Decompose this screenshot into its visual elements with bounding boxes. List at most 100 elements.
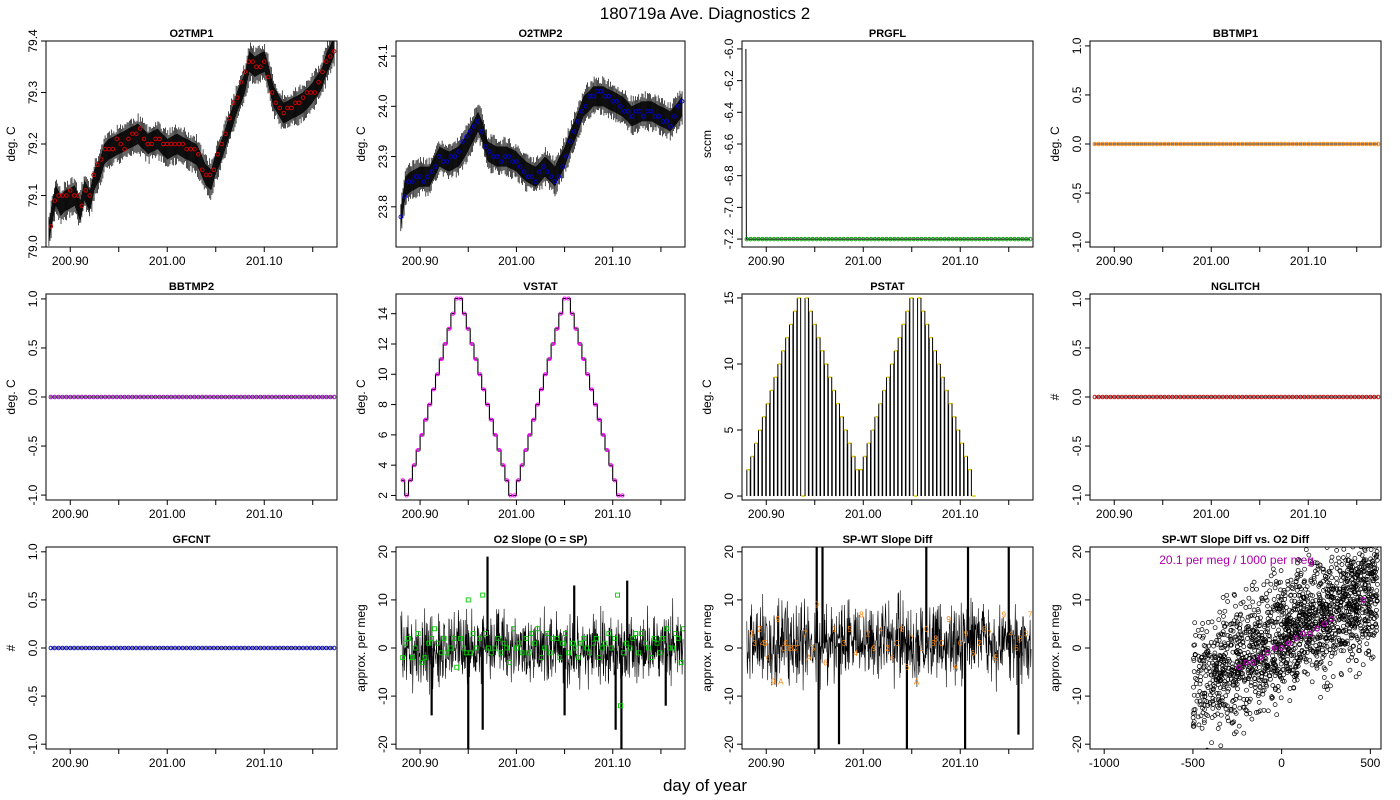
scatter-point xyxy=(1193,633,1198,638)
scatter-point xyxy=(1234,612,1240,618)
scatter-point xyxy=(1349,623,1355,629)
scatter-point xyxy=(1261,707,1267,713)
average-point xyxy=(300,95,306,100)
scatter-point xyxy=(1329,575,1335,581)
scatter-point xyxy=(1316,591,1322,597)
average-point xyxy=(448,645,454,651)
scatter-point xyxy=(1347,667,1353,673)
average-point xyxy=(606,94,612,99)
scatter-point xyxy=(1319,647,1325,653)
plot-frame xyxy=(395,40,686,248)
average-point xyxy=(587,650,593,656)
average-point xyxy=(477,372,482,377)
average-point xyxy=(52,198,57,203)
scatter-point xyxy=(1294,655,1300,661)
scatter-point xyxy=(1344,591,1350,597)
average-point xyxy=(645,645,651,651)
scatter-point xyxy=(1353,658,1359,664)
scatter-point xyxy=(1221,686,1226,692)
scatter-point xyxy=(1190,715,1196,721)
scatter-point xyxy=(1338,599,1344,604)
y-tick-label: -1.0 xyxy=(1070,484,1084,505)
scatter-point xyxy=(1221,660,1227,666)
scatter-point xyxy=(1366,632,1372,637)
scatter-point xyxy=(1222,623,1227,629)
scatter-point xyxy=(1314,663,1319,669)
scatter-point xyxy=(1205,620,1211,625)
scatter-point xyxy=(1341,531,1345,535)
scatter-point xyxy=(1222,702,1228,707)
scatter-point xyxy=(1351,643,1356,649)
scatter-point xyxy=(1216,617,1222,623)
y-axis: -1.0 -0.5 0.0 0.5 1.0 xyxy=(1070,37,1090,252)
y-tick-label: 20 xyxy=(376,545,390,559)
scatter-point xyxy=(1315,563,1321,569)
raw-data-line xyxy=(745,48,1031,240)
scatter-point xyxy=(1243,605,1249,610)
scatter-point xyxy=(1318,695,1323,700)
scatter-point xyxy=(1233,649,1239,654)
scatter-point xyxy=(1292,598,1297,604)
x-axis: -1000 -500 0 500 xyxy=(1089,749,1381,770)
average-point xyxy=(485,402,490,407)
scatter-point xyxy=(1311,575,1317,581)
scatter-point xyxy=(1272,619,1277,625)
y-tick-label: 79.3 xyxy=(26,80,40,104)
scatter-point xyxy=(1360,662,1366,668)
average-point xyxy=(439,357,444,362)
average-point xyxy=(458,296,463,301)
average-point xyxy=(262,59,267,64)
average-point xyxy=(637,109,642,114)
average-point xyxy=(585,372,590,377)
average-point xyxy=(577,341,583,347)
x-axis: 200.90 201.00 201.10 xyxy=(1096,500,1358,521)
y-tick-label: -20 xyxy=(376,735,390,753)
average-point xyxy=(612,478,617,483)
average-point xyxy=(234,95,240,100)
scatter-point xyxy=(1338,531,1342,535)
scatter-point xyxy=(1321,675,1327,680)
scatter-point xyxy=(1218,678,1224,684)
scatter-point xyxy=(1324,593,1330,599)
scatter-point xyxy=(1373,621,1379,627)
average-point xyxy=(513,645,519,651)
scatter-point xyxy=(1261,687,1267,693)
scatter-point xyxy=(1295,603,1301,609)
average-point xyxy=(227,115,232,121)
scatter-point xyxy=(1359,586,1364,591)
scatter-point xyxy=(1299,648,1305,654)
scatter-point xyxy=(1200,710,1206,716)
scatter-point xyxy=(1360,569,1366,575)
scatter-point xyxy=(1304,639,1310,645)
average-point-label: C xyxy=(791,644,797,653)
scatter-point xyxy=(1255,693,1261,699)
scatter-point xyxy=(1278,594,1284,600)
average-point xyxy=(466,326,471,331)
scatter-point xyxy=(1229,667,1235,673)
average-point xyxy=(554,635,560,641)
scatter-point xyxy=(1365,563,1371,568)
y-tick-label: 0.5 xyxy=(26,339,40,356)
average-point-label: A xyxy=(914,678,920,687)
scatter-point xyxy=(1260,681,1266,687)
scatter-point xyxy=(1304,594,1309,600)
scatter-point xyxy=(1201,661,1207,667)
average-point-label: 9 xyxy=(872,644,877,653)
average-point xyxy=(548,174,554,179)
x-tick-label: 201.00 xyxy=(149,507,186,521)
scatter-point xyxy=(1334,608,1339,614)
scatter-point xyxy=(1343,572,1348,577)
average-point xyxy=(412,645,418,651)
scatter-point xyxy=(1272,657,1278,663)
average-point xyxy=(657,650,663,656)
x-axis: 200.90 201.00 201.10 xyxy=(52,749,314,770)
scatter-point xyxy=(1356,644,1362,650)
scatter-point xyxy=(1331,636,1336,642)
average-point xyxy=(192,146,197,152)
scatter-point xyxy=(1368,517,1372,521)
scatter-point xyxy=(1313,568,1318,574)
scatter-point xyxy=(1340,612,1346,618)
scatter-point xyxy=(1362,528,1366,532)
scatter-point xyxy=(1225,599,1230,604)
scatter-point xyxy=(1273,579,1279,584)
